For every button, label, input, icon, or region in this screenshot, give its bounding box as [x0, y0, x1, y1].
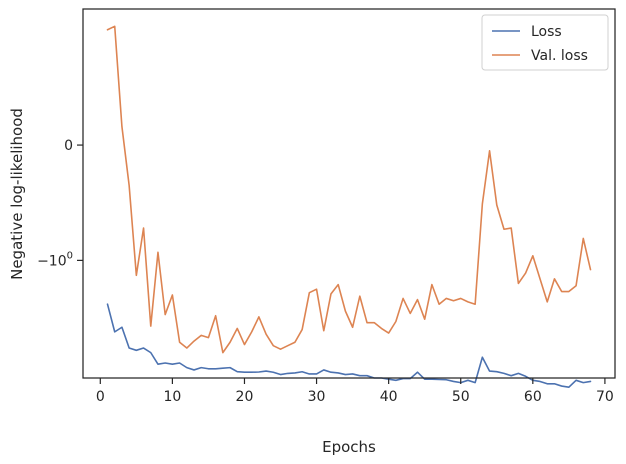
series-line-loss — [106, 303, 592, 389]
x-tick-label: 10 — [163, 389, 181, 405]
x-axis-title: Epochs — [322, 438, 376, 456]
legend-label-val-loss: Val. loss — [531, 48, 588, 64]
x-tick-label: 70 — [596, 389, 614, 405]
series-lines — [106, 25, 592, 389]
x-tick-label: 50 — [452, 389, 470, 405]
y-tick-label: −100 — [37, 250, 73, 269]
y-axis-title: Negative log-likelihood — [8, 108, 26, 280]
legend-box — [481, 14, 609, 71]
y-tick-label: 0 — [64, 138, 73, 154]
x-tick-label: 20 — [236, 389, 254, 405]
y-axis-ticks: 0 −100 — [37, 138, 83, 269]
x-tick-label: 40 — [380, 389, 398, 405]
legend-label-loss: Loss — [531, 24, 562, 40]
x-tick-label: 30 — [308, 389, 326, 405]
x-tick-label: 60 — [524, 389, 542, 405]
x-axis-ticks: 0 10 20 30 40 50 60 70 — [96, 378, 614, 405]
legend: Loss Val. loss — [481, 14, 609, 71]
series-line-val-loss — [106, 25, 592, 354]
plot-frame — [82, 8, 616, 379]
x-tick-label: 0 — [96, 389, 105, 405]
